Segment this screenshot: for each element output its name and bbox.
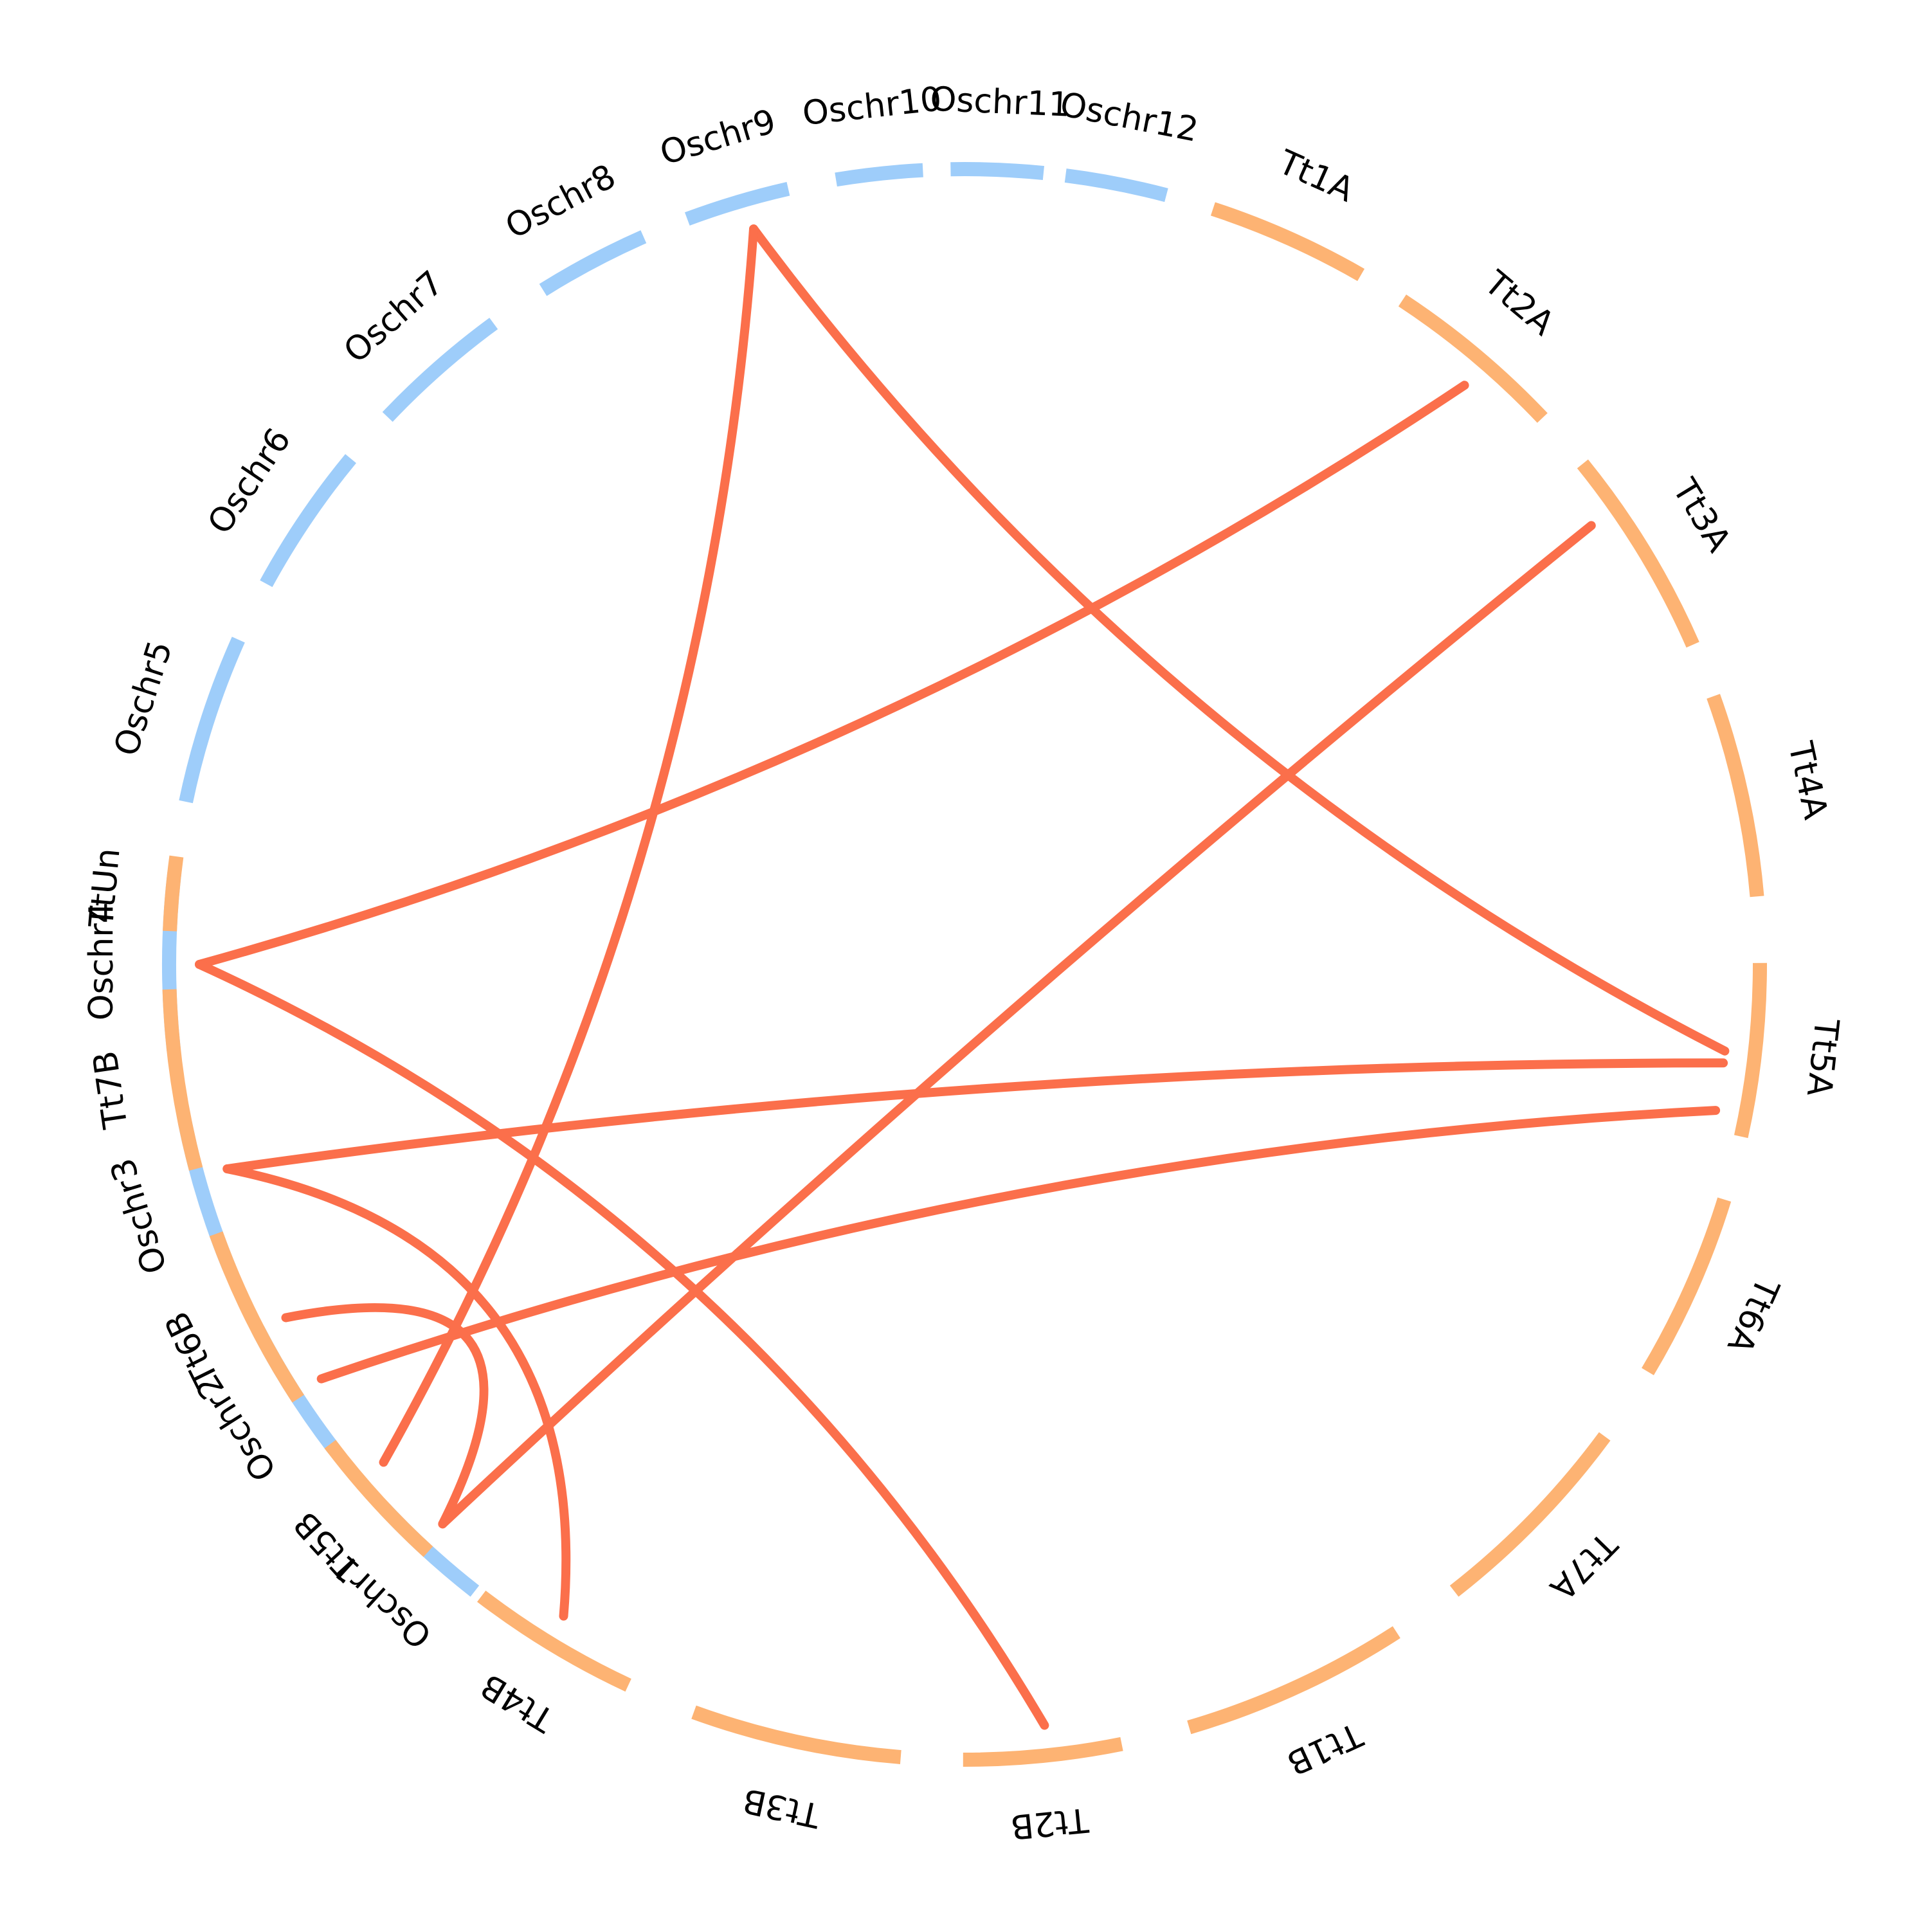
arc-tt4b	[477, 1590, 631, 1692]
link-oschr2-tt6a	[316, 1106, 1721, 1384]
arc-tt2a	[1398, 294, 1548, 423]
label-tt1b: Tt1B	[1281, 1715, 1368, 1782]
link-oschr9-tt5a	[749, 224, 1730, 1056]
label-tt3b: Tt3B	[739, 1780, 824, 1835]
label-oschr4: Oschr4	[82, 902, 122, 1020]
arc-tt1b	[1187, 1626, 1400, 1735]
arc-oschr7	[382, 318, 498, 422]
arc-oschr6	[260, 454, 356, 588]
link-oschr1-tt3a	[438, 521, 1596, 1529]
chromosome-labels: Oschr1Oschr2Oschr3Oschr4Oschr5Oschr6Osch…	[82, 80, 1846, 1846]
arc-oschr10	[835, 163, 923, 187]
label-oschr5: Oschr5	[107, 636, 180, 761]
label-tt2b: Tt2B	[1009, 1800, 1091, 1846]
label-tt7a: Tt7A	[1542, 1524, 1624, 1607]
arc-oschr11	[950, 162, 1044, 181]
label-ttun: TtUn	[82, 847, 128, 930]
link-oschr3-tt4b	[222, 1164, 571, 1621]
arc-tt2b	[963, 1737, 1123, 1767]
label-tt6b: Tt6B	[158, 1305, 227, 1393]
arc-tt5b	[324, 1440, 433, 1557]
arc-tt7a	[1449, 1432, 1611, 1597]
label-tt2a: Tt2A	[1476, 264, 1561, 344]
arc-tt6b	[209, 1231, 304, 1403]
label-oschr8: Oschr8	[500, 157, 622, 246]
label-oschr7: Oschr7	[337, 264, 451, 371]
synteny-links	[195, 224, 1730, 1730]
label-oschr3: Oschr3	[104, 1153, 175, 1278]
link-oschr9-tt5b	[379, 224, 758, 1467]
arc-ttun	[163, 855, 184, 932]
label-tt4a: Tt4A	[1780, 738, 1835, 823]
link-oschr4-tt2a	[195, 381, 1469, 969]
arc-tt3a	[1577, 459, 1699, 648]
arc-tt3b	[691, 1705, 901, 1764]
label-oschr10: Oschr10	[801, 80, 943, 133]
label-oschr12: Oschr12	[1057, 86, 1202, 150]
label-tt1a: Tt1A	[1272, 143, 1360, 210]
arc-tt4a	[1707, 694, 1764, 898]
arc-oschr8	[539, 230, 647, 296]
label-oschr6: Oschr6	[201, 422, 299, 541]
arc-oschr5	[179, 636, 245, 804]
link-oschr3-tt5a	[222, 1058, 1728, 1173]
link-oschr4-tt2b	[195, 960, 1049, 1730]
arc-tt1a	[1210, 202, 1365, 282]
arc-oschr9	[684, 181, 790, 226]
arc-oschr12	[1064, 168, 1168, 203]
arc-tt5a	[1734, 962, 1768, 1139]
link-oschr1-tt6b	[281, 1303, 489, 1529]
label-oschr11: Oschr11	[929, 80, 1070, 125]
label-tt6a: Tt6A	[1719, 1272, 1787, 1359]
chromosome-arcs	[161, 162, 1768, 1767]
label-tt3a: Tt3A	[1665, 472, 1739, 559]
arc-tt7b	[162, 989, 203, 1171]
arc-tt6a	[1642, 1197, 1732, 1376]
label-tt5a: Tt5A	[1799, 1016, 1846, 1099]
label-tt7b: Tt7B	[86, 1049, 136, 1132]
label-oschr9: Oschr9	[656, 102, 781, 173]
label-tt4b: Tt4B	[475, 1666, 561, 1739]
